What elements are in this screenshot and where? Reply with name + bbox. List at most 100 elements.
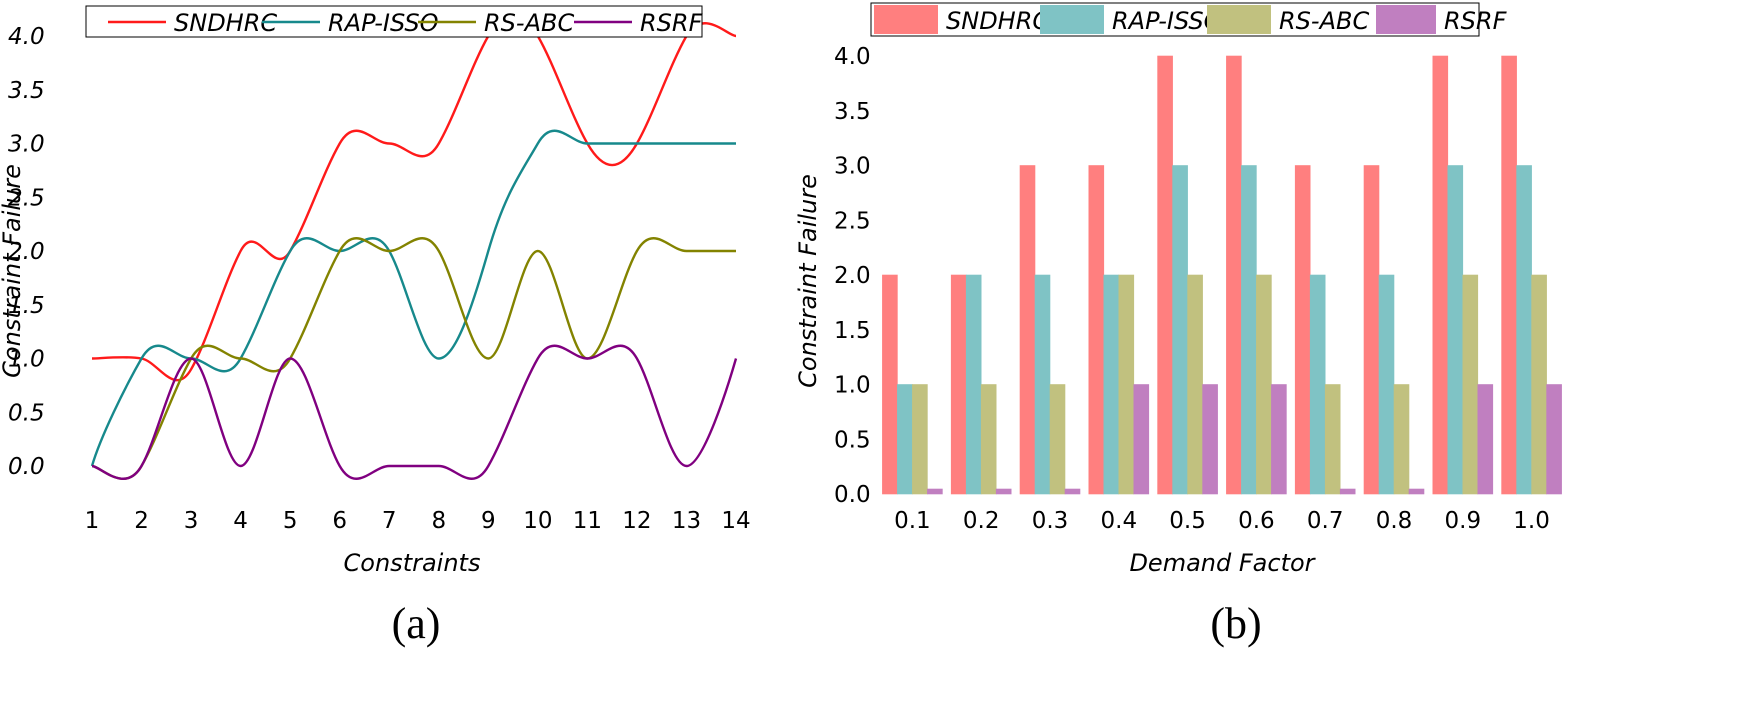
bar-chart-panel: 0.0 0.5 1.0 1.5 2.0 2.5 3.0 3.5 4.0 0.1 0.2 0.3 0.4 0… [794,2,1562,648]
bar-rs-abc [1531,274,1547,495]
bar-rsrf [1339,488,1356,495]
x-tick-label: 0.8 [1376,508,1413,534]
legend-label-rap-isso: RAP-ISSO [1112,7,1223,35]
y-tick-label: 2.0 [834,263,871,289]
x-tick-label: 12 [622,508,651,534]
bar-rsrf [995,488,1012,495]
x-tick-label: 4 [233,508,248,534]
bar-rs-abc [1118,274,1135,495]
x-tick-label: 9 [481,508,496,534]
x-axis-label: Demand Factor [1129,549,1316,577]
bar-rap-isso [897,384,913,495]
bar-rap-isso [965,274,982,495]
bar-rs-abc [1462,274,1479,495]
x-tick-label: 13 [672,508,701,534]
x-axis-label: Constraints [344,549,481,577]
bar-sndhrc [1294,165,1311,495]
bar-rap-isso [1309,274,1326,495]
x-tick-label: 11 [573,508,602,534]
x-tick-label: 0.3 [1032,508,1069,534]
y-tick-label: 2.0 [8,239,45,265]
x-tick-label: 14 [721,508,750,534]
bar-sndhrc [1226,55,1242,495]
bar-rap-isso [1103,274,1120,495]
bar-sndhrc [882,274,898,495]
legend-label-sndhrc: SNDHRC [946,7,1049,35]
x-tick-label: 0.6 [1238,508,1275,534]
y-axis-label: Constraint Failure [794,174,822,388]
bar-rs-abc [1187,274,1203,495]
bar-rap-isso [1516,165,1532,495]
y-tick-label: 3.0 [8,132,45,158]
line-chart-panel: 0.00.51.01.52.02.53.03.54.01 2 3 4 5 6 7 8 9 10 11… [0,5,751,648]
bar-rs-abc [980,384,997,495]
series-line-rap-isso [90,129,736,467]
legend-label-rs-abc: RS-ABC [1279,7,1369,35]
legend-swatch-rs-abc [1207,5,1271,34]
y-tick-label: 1.0 [834,373,871,399]
bar-rs-abc [1256,274,1272,495]
y-tick-label: 3.5 [8,78,45,104]
y-tick-label: 4.0 [834,44,871,70]
legend-label-rsrf: RSRF [1444,7,1508,35]
bar-sndhrc [1432,55,1449,495]
bar-rsrf [1408,488,1425,495]
x-tick-label: 0.9 [1445,508,1482,534]
y-tick-label: 0.0 [8,454,45,480]
bar-rsrf [1064,488,1081,495]
legend-label-sndhrc: SNDHRC [174,9,277,37]
x-tick-label: 0.5 [1169,508,1206,534]
bar-rs-abc [1324,384,1341,495]
x-tick-label: 1.0 [1513,508,1550,534]
y-tick-label: 1.5 [8,293,45,319]
x-tick-label: 3 [184,508,199,534]
bar-sndhrc [1088,165,1105,495]
x-tick-label: 0.4 [1101,508,1138,534]
bar-rap-isso [1172,165,1188,495]
x-tick-label: 8 [431,508,446,534]
x-tick-label: 0.1 [894,508,931,534]
bar-rsrf [1271,384,1287,495]
y-tick-label: 3.5 [834,99,871,125]
bar-rsrf [1546,384,1562,495]
bar-rap-isso [1241,165,1257,495]
y-tick-label: 0.0 [834,482,871,508]
bar-rsrf [1202,384,1218,495]
bar-rs-abc [912,384,928,495]
y-tick-label: 1.0 [8,347,45,373]
x-tick-label: 0.2 [963,508,1000,534]
y-tick-label: 1.5 [834,318,871,344]
bar-sndhrc [1019,165,1036,495]
x-tick-label: 7 [382,508,397,534]
panel-label-b: (b) [1210,599,1261,648]
series-line-rsrf [91,344,738,480]
bar-rsrf [1133,384,1150,495]
bar-sndhrc [1501,55,1517,495]
legend-swatch-rap-isso [1040,5,1104,34]
y-tick-label: 2.5 [834,208,871,234]
bar-rsrf [927,488,943,495]
series-line-sndhrc [91,13,737,382]
legend-label-rsrf: RSRF [640,9,704,37]
legend-swatch-rsrf [1376,5,1436,34]
panel-label-a: (a) [392,599,441,648]
bar-rap-isso [1378,274,1395,495]
y-tick-label: 0.5 [8,400,45,426]
legend-label-rs-abc: RS-ABC [484,9,574,37]
x-tick-label: 1 [85,508,100,534]
series-line-rs-abc [91,237,736,480]
y-tick-label: 3.0 [834,154,871,180]
x-tick-label: 6 [332,508,347,534]
bar-sndhrc [1157,55,1173,495]
y-tick-label: 4.0 [8,24,45,50]
x-tick-label: 5 [283,508,298,534]
bar-rs-abc [1393,384,1410,495]
y-tick-label: 0.5 [834,427,871,453]
y-tick-label: 2.5 [8,185,45,211]
bar-rs-abc [1049,384,1066,495]
bar-rap-isso [1447,165,1464,495]
bar-rap-isso [1034,274,1051,495]
bar-rsrf [1477,384,1494,495]
bar-sndhrc [950,274,967,495]
